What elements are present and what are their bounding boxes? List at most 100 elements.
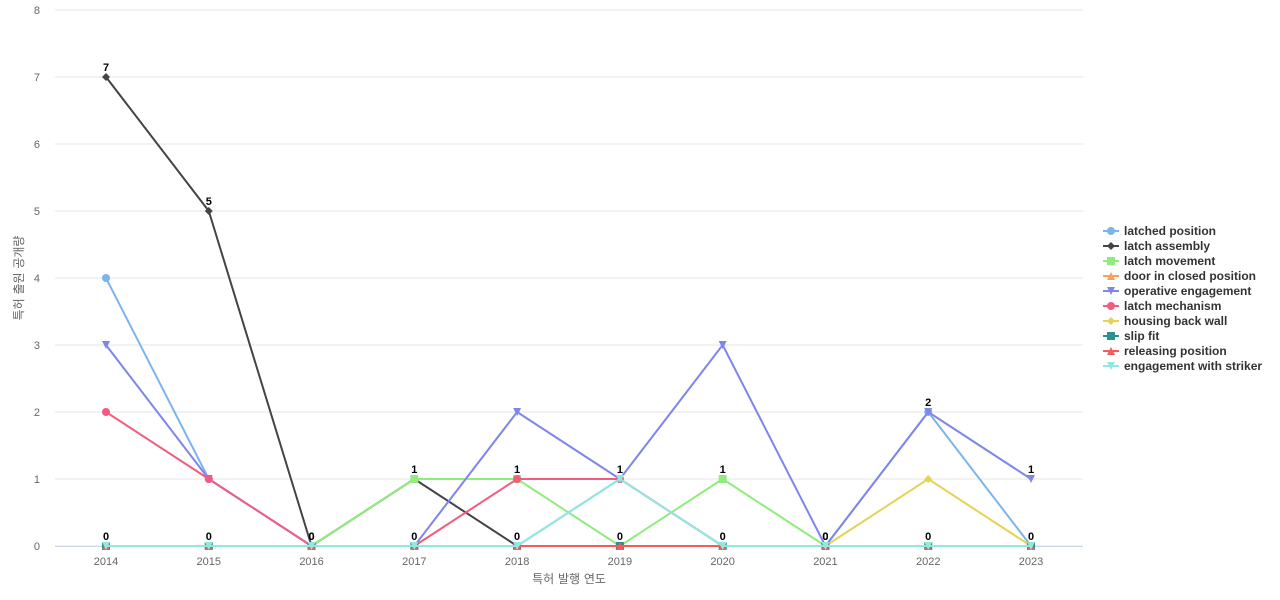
legend-item[interactable]: latch movement <box>1103 254 1215 268</box>
legend-label: slip fit <box>1124 329 1159 343</box>
series-9 <box>102 475 1035 550</box>
legend-label: latch assembly <box>1124 239 1210 253</box>
data-point[interactable] <box>102 542 110 550</box>
data-label: 1 <box>720 464 726 476</box>
x-tick-label: 2019 <box>608 556 632 568</box>
data-point[interactable] <box>204 475 213 483</box>
data-point[interactable] <box>1027 475 1035 483</box>
data-point[interactable] <box>615 542 624 550</box>
legend-label: housing back wall <box>1124 314 1227 328</box>
y-tick-label: 0 <box>34 541 40 553</box>
series-line[interactable] <box>105 76 1031 547</box>
x-tick-label: 2021 <box>813 556 837 568</box>
data-point[interactable] <box>410 475 419 483</box>
legend-item[interactable]: latch mechanism <box>1103 299 1221 313</box>
legend-item[interactable]: releasing position <box>1103 344 1227 358</box>
series-line[interactable] <box>105 344 1032 547</box>
legend-marker[interactable] <box>1107 347 1115 355</box>
x-tick-label: 2020 <box>710 556 734 568</box>
data-label: 1 <box>617 464 623 476</box>
series-line[interactable] <box>106 478 1031 547</box>
data-label: 7 <box>103 62 109 74</box>
legend-item[interactable]: slip fit <box>1103 329 1159 343</box>
data-label-zero: 0 <box>103 531 109 543</box>
data-point[interactable] <box>102 408 110 416</box>
data-label-zero: 0 <box>617 531 623 543</box>
data-point[interactable] <box>410 542 419 550</box>
data-label: 0 <box>822 531 828 543</box>
series-4 <box>102 341 1035 550</box>
legend-marker[interactable] <box>1107 257 1115 265</box>
y-axis-title: 특허 출원 공개량 <box>12 236 26 321</box>
legend-marker[interactable] <box>1107 227 1115 235</box>
legend-item[interactable]: latched position <box>1103 224 1216 238</box>
data-point[interactable] <box>924 475 933 483</box>
legend-marker[interactable] <box>1107 332 1115 340</box>
x-tick-label: 2023 <box>1019 556 1043 568</box>
data-label-zero: 0 <box>925 531 931 543</box>
y-tick-label: 8 <box>34 5 40 17</box>
data-label-zero: 0 <box>514 531 520 543</box>
data-point[interactable] <box>513 475 522 483</box>
data-point[interactable] <box>924 408 933 416</box>
legend-marker[interactable] <box>1107 272 1115 280</box>
data-label-zero: 0 <box>206 531 212 543</box>
legend-item[interactable]: engagement with striker <box>1103 359 1262 373</box>
y-tick-label: 3 <box>34 340 40 352</box>
x-tick-label: 2022 <box>916 556 940 568</box>
data-label-zero: 0 <box>720 531 726 543</box>
legend-marker[interactable] <box>1107 242 1115 250</box>
data-point[interactable] <box>204 207 213 215</box>
data-point[interactable] <box>718 475 727 483</box>
x-tick-label: 2016 <box>299 556 323 568</box>
grid-lines <box>55 9 1083 547</box>
legend-label: operative engagement <box>1124 284 1251 298</box>
data-point[interactable] <box>1027 542 1035 550</box>
x-tick-label: 2014 <box>94 556 118 568</box>
legend-label: latched position <box>1124 224 1216 238</box>
legend-marker[interactable] <box>1107 287 1115 295</box>
legend-item[interactable]: housing back wall <box>1103 314 1227 328</box>
legend-label: door in closed position <box>1124 269 1256 283</box>
data-point[interactable] <box>718 542 727 550</box>
legend-marker[interactable] <box>1107 302 1115 310</box>
data-point[interactable] <box>102 274 110 282</box>
data-point[interactable] <box>615 475 624 483</box>
data-label: 2 <box>925 397 931 409</box>
legend-item[interactable]: operative engagement <box>1103 284 1251 298</box>
data-label-zero: 0 <box>308 531 314 543</box>
data-point[interactable] <box>307 542 316 550</box>
data-label-zero: 0 <box>411 531 417 543</box>
data-point[interactable] <box>513 408 522 416</box>
data-label-zero: 0 <box>822 531 828 543</box>
legend-item[interactable]: door in closed position <box>1103 269 1256 283</box>
legend-item[interactable]: latch assembly <box>1103 239 1210 253</box>
y-tick-label: 7 <box>34 72 40 84</box>
data-label: 5 <box>206 196 212 208</box>
axes: 0 1 2 3 4 5 6 7 8 2014 2015 2016 2017 2018 2019 2020 202… <box>34 5 1083 568</box>
legend-label: engagement with striker <box>1124 359 1262 373</box>
data-point[interactable] <box>513 542 522 550</box>
x-tick-label: 2017 <box>402 556 426 568</box>
data-point[interactable] <box>924 542 933 550</box>
data-label: 0 <box>308 531 314 543</box>
data-point[interactable] <box>718 341 727 349</box>
data-label: 1 <box>411 464 417 476</box>
legend-marker[interactable] <box>1107 317 1115 325</box>
legend-marker[interactable] <box>1107 362 1115 370</box>
data-point[interactable] <box>821 542 830 550</box>
legend-label: releasing position <box>1124 344 1227 358</box>
data-point[interactable] <box>102 341 110 349</box>
y-tick-label: 4 <box>34 273 40 285</box>
legend-label: latch mechanism <box>1124 299 1221 313</box>
data-point[interactable] <box>102 73 110 81</box>
y-tick-label: 6 <box>34 139 40 151</box>
series-lines <box>102 73 1035 550</box>
x-tick-label: 2015 <box>197 556 221 568</box>
x-tick-label: 2018 <box>505 556 529 568</box>
data-point[interactable] <box>204 542 213 550</box>
